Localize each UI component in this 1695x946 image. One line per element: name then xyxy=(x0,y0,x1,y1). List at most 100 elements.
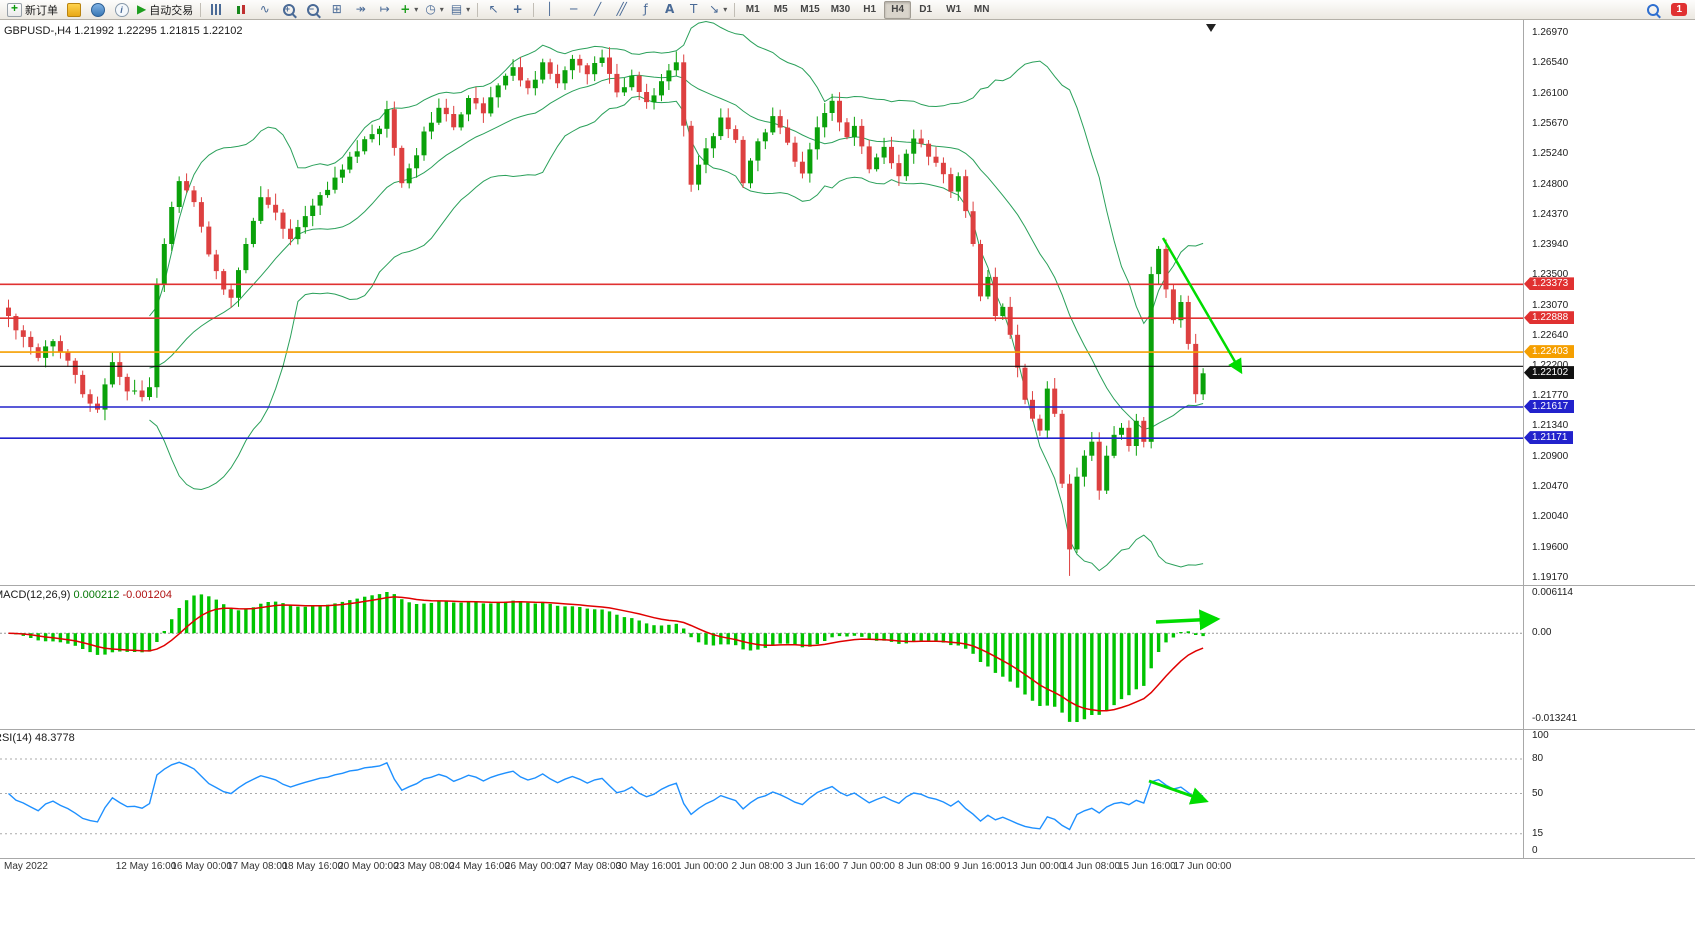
panel-separator xyxy=(0,585,1695,586)
rsi-scale-label: 80 xyxy=(1532,753,1544,764)
toolbar-separator xyxy=(734,2,736,17)
autotrading-label: 自动交易 xyxy=(149,4,194,17)
toolbar-separator xyxy=(533,2,535,17)
time-axis-label: 30 May 16:00 xyxy=(616,861,677,872)
price-tag: 1.22403 xyxy=(1524,345,1575,359)
scale-axis-separator xyxy=(1523,20,1524,858)
timeframe-m1-button[interactable]: M1 xyxy=(745,4,760,15)
profile-button[interactable] xyxy=(86,1,109,19)
text-label-button[interactable]: T xyxy=(682,1,705,19)
market-icon xyxy=(66,2,81,17)
chevron-down-icon: ▾ xyxy=(723,5,728,14)
fibonacci-button[interactable]: ƒ xyxy=(634,1,657,19)
tile-windows-button[interactable]: ⊞ xyxy=(325,1,348,19)
indicators-button[interactable]: + ▾ xyxy=(397,1,421,19)
timeframe-w1-button[interactable]: W1 xyxy=(946,4,962,15)
zoom-in-icon: + xyxy=(282,3,295,16)
price-axis-label: 1.21770 xyxy=(1532,390,1569,402)
line-chart-button[interactable]: ∿ xyxy=(253,1,276,19)
price-axis-label: 1.22640 xyxy=(1532,329,1569,341)
crosshair-button[interactable]: + xyxy=(506,1,529,19)
trendline-button[interactable]: ╱ xyxy=(586,1,609,19)
price-tag: 1.21617 xyxy=(1524,400,1575,414)
arrows-tool-button[interactable]: ↘ ▾ xyxy=(706,1,730,19)
price-axis-label: 1.21340 xyxy=(1532,420,1569,432)
timeframe-m5-button[interactable]: M5 xyxy=(773,4,788,15)
price-axis-label: 1.19600 xyxy=(1532,541,1569,553)
price-scale[interactable]: 1.26970 1.26540 1.26100 1.25670 1.25240 1.248… xyxy=(1524,20,1694,858)
price-tag: 1.22888 xyxy=(1524,311,1575,325)
vertical-line-icon: │ xyxy=(546,2,554,16)
templates-button[interactable]: ▤ ▾ xyxy=(448,1,473,19)
panel-separator xyxy=(0,729,1695,730)
info-button[interactable]: i xyxy=(110,1,133,19)
add-indicator-icon: + xyxy=(400,2,411,16)
crosshair-icon: + xyxy=(512,2,523,16)
zoom-in-button[interactable]: + xyxy=(277,1,300,19)
chart-shift-button[interactable]: ↦ xyxy=(373,1,396,19)
info-icon: i xyxy=(114,2,129,17)
periods-button[interactable]: ◷ ▾ xyxy=(422,1,447,19)
template-icon: ▤ xyxy=(450,2,463,16)
autotrading-button[interactable]: ▶ 自动交易 xyxy=(134,1,196,19)
price-axis-label: 1.26970 xyxy=(1532,27,1569,38)
cursor-button[interactable]: ↖ xyxy=(482,1,505,19)
chevron-down-icon: ▾ xyxy=(466,5,471,14)
bar-chart-button[interactable] xyxy=(205,1,228,19)
timeframe-h1-button[interactable]: H1 xyxy=(863,4,877,15)
profile-icon xyxy=(90,2,105,17)
ohlc-info: GBPUSD-,H4 1.21992 1.22295 1.21815 1.221… xyxy=(4,25,243,37)
search-button[interactable] xyxy=(1641,1,1664,19)
timeframe-m15-button[interactable]: M15 xyxy=(800,4,820,15)
auto-scroll-button[interactable]: ↠ xyxy=(349,1,372,19)
time-axis-label: 23 May 08:00 xyxy=(393,861,455,872)
price-axis-label: 1.20040 xyxy=(1532,511,1569,523)
price-axis-label: 1.24370 xyxy=(1532,208,1569,220)
cursor-icon: ↖ xyxy=(488,2,499,16)
new-order-button[interactable]: 新订单 xyxy=(4,1,61,19)
timeframe-h4-button[interactable]: H4 xyxy=(884,0,912,19)
timeframe-mn-button[interactable]: MN xyxy=(973,4,990,15)
time-axis-label: 1 Jun 00:00 xyxy=(675,861,729,872)
bar-chart-icon xyxy=(210,4,223,15)
chart-shift-icon: ↦ xyxy=(379,2,390,16)
time-axis-label: 2 Jun 08:00 xyxy=(731,861,784,872)
rsi-name: RSI(14) xyxy=(0,732,32,744)
price-axis-label: 1.25240 xyxy=(1532,147,1569,159)
channel-button[interactable]: ╱╱ xyxy=(610,1,633,19)
vertical-line-button[interactable]: │ xyxy=(538,1,561,19)
main-toolbar: 新订单 i ▶ 自动交易 ∿ + − ⊞ ↠ ↦ +▾ ◷▾ ▤▾ ↖ + │ … xyxy=(0,0,1695,20)
time-axis-label: 9 Jun 16:00 xyxy=(953,861,1007,872)
macd-main-value: 0.000212 xyxy=(73,589,120,601)
arrow-tool-icon: ↘ xyxy=(709,2,720,16)
timeframe-m30-button[interactable]: M30 xyxy=(830,4,851,15)
toolbar-separator xyxy=(200,2,202,17)
time-axis-label: 24 May 16:00 xyxy=(449,861,510,872)
candlestick-button[interactable] xyxy=(229,1,252,19)
text-button[interactable]: A xyxy=(658,1,681,19)
time-axis-label: 15 Jun 16:00 xyxy=(1117,861,1176,872)
price-axis-label: 1.23070 xyxy=(1532,299,1569,311)
time-axis-label: 13 Jun 00:00 xyxy=(1006,861,1065,872)
horizontal-line-button[interactable]: ─ xyxy=(562,1,585,19)
time-axis-label: 17 May 08:00 xyxy=(226,861,288,872)
price-axis-label: 1.20900 xyxy=(1532,451,1569,463)
time-axis-label: 17 Jun 00:00 xyxy=(1173,861,1232,872)
time-axis[interactable]: May 2022 12 May 16:00 16 May 00:00 17 May 0… xyxy=(0,859,1523,875)
price-tag: 1.21171 xyxy=(1524,431,1574,445)
rsi-value: 48.3778 xyxy=(34,732,75,744)
new-order-label: 新订单 xyxy=(25,4,58,17)
rsi-scale-label: 15 xyxy=(1532,827,1544,839)
clock-icon: ◷ xyxy=(425,2,436,16)
notification-badge[interactable]: 1 xyxy=(1671,3,1687,16)
fibonacci-icon: ƒ xyxy=(643,2,648,16)
zoom-out-button[interactable]: − xyxy=(301,1,324,19)
autotrading-play-icon: ▶ xyxy=(137,2,147,16)
timeframe-d1-button[interactable]: D1 xyxy=(919,4,933,15)
market-button[interactable] xyxy=(62,1,85,19)
time-axis-label: 16 May 00:00 xyxy=(171,861,232,872)
chart-canvas[interactable] xyxy=(0,20,1523,858)
macd-name: MACD(12,26,9) xyxy=(0,589,71,601)
chevron-down-icon: ▾ xyxy=(439,5,444,14)
